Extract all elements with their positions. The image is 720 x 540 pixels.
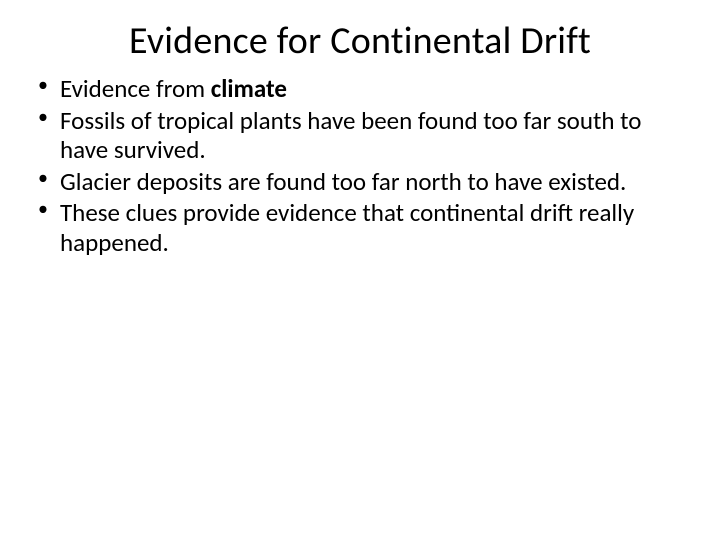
bullet-text: Glacier deposits are found too far north… <box>60 166 626 197</box>
bullet-text: These clues provide evidence that contin… <box>60 197 634 258</box>
slide: Evidence for Continental Drift Evidence … <box>0 0 720 540</box>
list-item: Evidence from climate <box>32 74 692 104</box>
list-item: Glacier deposits are found too far north… <box>32 167 692 197</box>
slide-title: Evidence for Continental Drift <box>28 18 692 64</box>
list-item: These clues provide evidence that contin… <box>32 198 692 257</box>
bullet-text-prefix: Evidence from <box>60 73 211 104</box>
bullet-text: Fossils of tropical plants have been fou… <box>60 105 641 166</box>
list-item: Fossils of tropical plants have been fou… <box>32 106 692 165</box>
bullet-list: Evidence from climate Fossils of tropica… <box>28 74 692 257</box>
bullet-text-bold: climate <box>211 73 287 104</box>
